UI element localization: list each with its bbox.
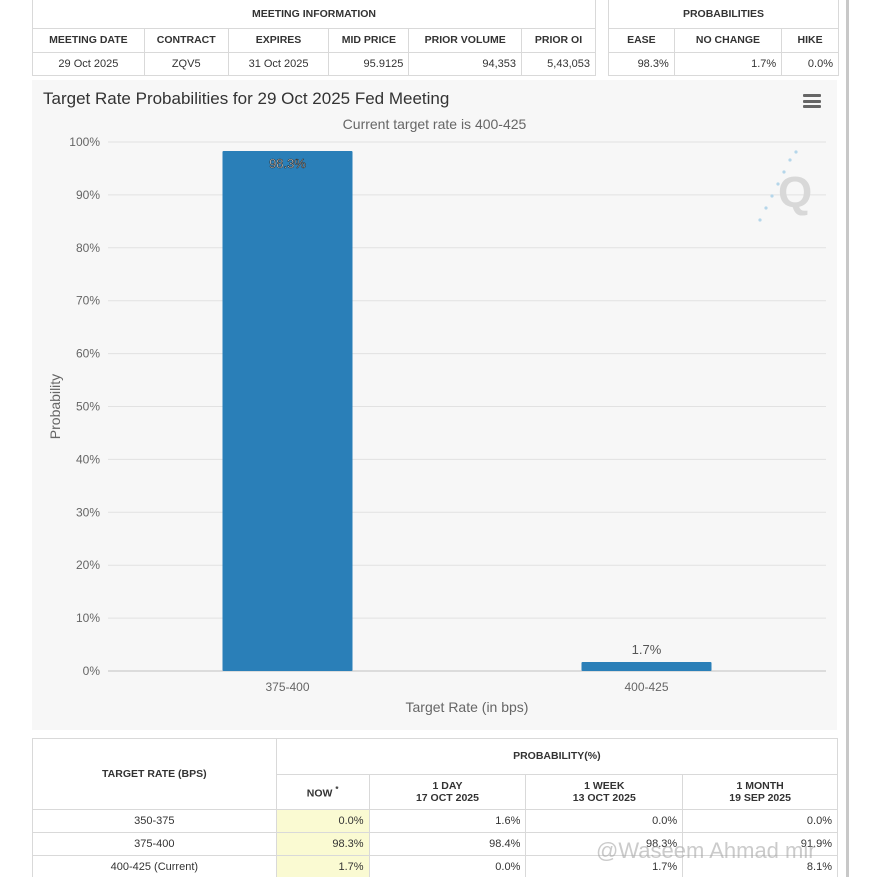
column-header-contract: CONTRACT <box>143 27 229 53</box>
now-cell: 98.3% <box>275 832 370 856</box>
table-row: 400-425 (Current) 1.7% 0.0% 1.7% 8.1% <box>32 855 838 877</box>
footnote-marker: * <box>335 785 339 794</box>
y-tick-label: 20% <box>76 558 100 572</box>
column-header-1-week-label: 1 WEEK <box>584 779 625 792</box>
column-header-ease: EASE <box>608 27 675 53</box>
y-tick-label: 70% <box>76 294 100 308</box>
column-header-no-change: NO CHANGE <box>673 27 783 53</box>
watermark-text: @Waseem Ahmad mir <box>596 838 816 863</box>
logo-dot <box>788 158 792 162</box>
target-rate-probability-table: TARGET RATE (BPS) PROBABILITY(%) NOW * 1… <box>32 738 839 877</box>
column-header-prior-volume: PRIOR VOLUME <box>408 27 523 53</box>
chart-panel: 0% 10% 20% 30% 40% 50% 60% 70% 80% 90% 100% 98.3% 37… <box>32 80 837 730</box>
column-header-prior-oi: PRIOR OI <box>521 27 596 53</box>
column-header-now-label: NOW <box>306 787 333 800</box>
now-cell: 1.7% <box>275 855 370 877</box>
column-header-1-day-date: 17 OCT 2025 <box>415 791 479 804</box>
mid-price-cell: 95.9125 <box>328 51 410 76</box>
table-row: 375-400 98.3% 98.4% 98.3% 91.9% <box>32 832 838 856</box>
prior-oi-cell: 5,43,053 <box>521 51 596 76</box>
y-tick-label: 10% <box>76 611 100 625</box>
x-tick-label: 375-400 <box>265 680 309 694</box>
column-header-mid-price: MID PRICE <box>328 27 410 53</box>
prior-volume-cell: 94,353 <box>408 51 523 76</box>
column-header-1-day: 1 DAY 17 OCT 2025 <box>368 773 527 810</box>
chart-title: Target Rate Probabilities for 29 Oct 202… <box>43 89 450 108</box>
one-day-cell: 98.4% <box>368 832 527 856</box>
bar <box>222 150 353 672</box>
data-label: 1.7% <box>632 642 662 657</box>
y-tick-label: 0% <box>83 664 101 678</box>
logo-dot <box>758 218 762 222</box>
one-week-cell: 1.7% <box>525 855 684 877</box>
rate-cell: 400-425 (Current) <box>32 855 277 877</box>
y-tick-label: 80% <box>76 241 100 255</box>
logo-dot <box>782 170 786 174</box>
y-tick-label: 60% <box>76 347 100 361</box>
meeting-information-table: MEETING INFORMATION MEETING DATE CONTRAC… <box>32 0 596 76</box>
rate-cell: 375-400 <box>32 832 277 856</box>
contract-cell: ZQV5 <box>143 51 229 76</box>
y-tick-label: 30% <box>76 505 100 519</box>
table-row: 98.3% 1.7% 0.0% <box>608 51 839 76</box>
x-axis-title: Target Rate (in bps) <box>406 699 529 715</box>
rate-cell: 350-375 <box>32 809 277 833</box>
chart-subtitle: Current target rate is 400-425 <box>342 116 527 132</box>
one-week-cell: 0.0% <box>525 809 684 833</box>
probability-heading: PROBABILITY(%) <box>275 738 839 775</box>
column-header-1-day-label: 1 DAY <box>432 779 463 792</box>
logo-dot <box>794 150 798 154</box>
probabilities-table: PROBABILITIES EASE NO CHANGE HIKE 98.3% … <box>608 0 839 76</box>
x-tick-label: 400-425 <box>624 680 668 694</box>
column-header-1-month: 1 MONTH 19 SEP 2025 <box>682 773 838 810</box>
bar <box>581 662 712 671</box>
column-header-1-month-date: 19 SEP 2025 <box>729 791 791 804</box>
target-rate-heading: TARGET RATE (BPS) <box>32 738 277 810</box>
logo-letter: Q <box>778 168 812 217</box>
y-tick-label: 50% <box>76 400 100 414</box>
column-header-meeting-date: MEETING DATE <box>32 27 145 53</box>
y-axis-title: Probability <box>47 374 63 439</box>
hike-cell: 0.0% <box>781 51 839 76</box>
logo-dot <box>776 182 780 186</box>
no-change-cell: 1.7% <box>673 51 783 76</box>
bar-chart: 0% 10% 20% 30% 40% 50% 60% 70% 80% 90% 100% 98.3% 37… <box>47 135 826 715</box>
column-header-1-month-label: 1 MONTH <box>736 779 784 792</box>
one-day-cell: 1.6% <box>368 809 527 833</box>
data-label: 98.3% <box>269 156 306 171</box>
y-tick-label: 40% <box>76 452 100 466</box>
logo-dot <box>770 194 774 198</box>
column-header-expires: EXPIRES <box>227 27 330 53</box>
ease-cell: 98.3% <box>608 51 675 76</box>
column-header-1-week: 1 WEEK 13 OCT 2025 <box>525 773 684 810</box>
y-tick-label: 90% <box>76 188 100 202</box>
one-month-cell: 0.0% <box>682 809 838 833</box>
table-row: 29 Oct 2025 ZQV5 31 Oct 2025 95.9125 94,… <box>32 51 596 76</box>
column-header-hike: HIKE <box>781 27 839 53</box>
table-row: 350-375 0.0% 1.6% 0.0% 0.0% <box>32 809 838 833</box>
one-month-cell: 8.1% <box>682 855 838 877</box>
hamburger-menu-icon[interactable] <box>803 94 821 108</box>
column-header-1-week-date: 13 OCT 2025 <box>572 791 636 804</box>
logo-dot <box>764 206 768 210</box>
one-week-cell: 98.3% <box>525 832 684 856</box>
cme-logo-icon: Q <box>758 150 812 222</box>
column-header-now: NOW * <box>275 773 370 810</box>
now-cell: 0.0% <box>275 809 370 833</box>
expires-cell: 31 Oct 2025 <box>227 51 330 76</box>
meeting-date-cell: 29 Oct 2025 <box>32 51 145 76</box>
page-scrollbar[interactable] <box>846 0 849 877</box>
probabilities-heading: PROBABILITIES <box>608 0 839 29</box>
meeting-information-heading: MEETING INFORMATION <box>32 0 596 29</box>
one-day-cell: 0.0% <box>368 855 527 877</box>
y-tick-label: 100% <box>69 135 100 149</box>
